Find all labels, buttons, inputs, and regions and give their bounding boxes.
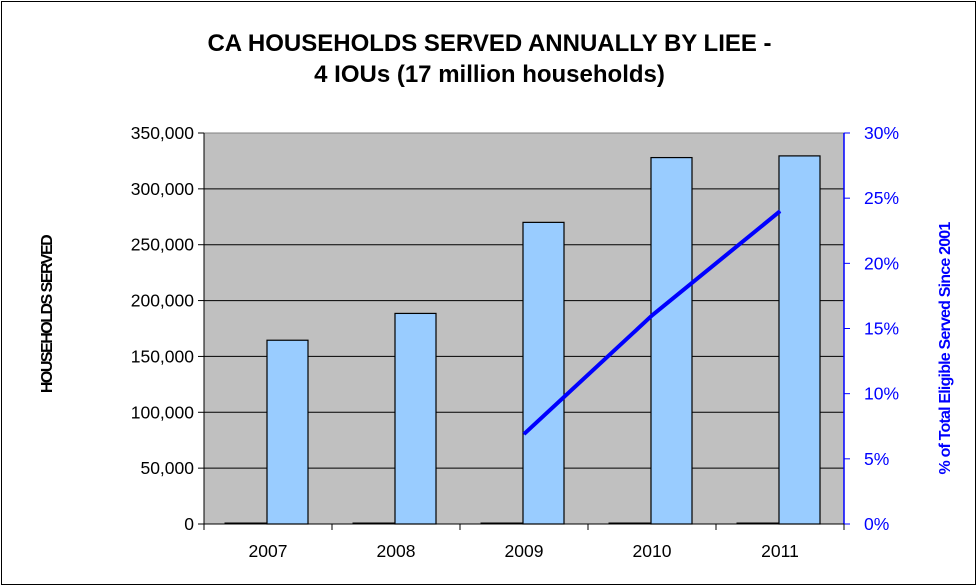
x-tick-label: 2009 [505, 541, 544, 561]
bar-series1 [224, 522, 267, 525]
bar-households [266, 339, 309, 525]
y-tick-label: 0 [184, 514, 194, 534]
x-tick-label: 2011 [761, 541, 799, 561]
x-tick-label: 2010 [633, 541, 672, 561]
y-tick-label: 350,000 [131, 123, 195, 143]
y-tick-label: 200,000 [131, 291, 195, 311]
y-tick-label: 300,000 [131, 179, 195, 199]
y-tick-label: 250,000 [131, 235, 195, 255]
y-tick-label: 100,000 [131, 402, 195, 422]
chart-title: CA HOUSEHOLDS SERVED ANNUALLY BY LIEE - [207, 30, 772, 57]
x-tick-label: 2007 [249, 541, 288, 561]
y-right-tick-label: 5% [864, 449, 889, 469]
chart-subtitle: 4 IOUs (17 million households) [314, 61, 665, 88]
bar-households [650, 156, 693, 525]
y-right-tick-label: 30% [864, 123, 899, 143]
bar-households [778, 155, 821, 525]
y-axis-label: HOUSEHOLDS SERVED [39, 235, 56, 393]
y-right-axis-label: % of Total Eligible Served Since 2001 [937, 222, 954, 475]
bar-series1 [608, 522, 651, 525]
y-right-tick-label: 20% [864, 253, 899, 273]
bar-series1 [480, 522, 523, 525]
bar-households [522, 221, 565, 525]
y-tick-label: 150,000 [131, 346, 195, 366]
bar-households [394, 312, 437, 525]
bar-series1 [736, 522, 779, 525]
line-point [523, 433, 525, 435]
bar-series1 [352, 522, 395, 525]
line-point [779, 210, 781, 212]
y-right-tick-label: 25% [864, 188, 899, 208]
y-right-tick-label: 10% [864, 384, 899, 404]
y-right-tick-label: 0% [864, 514, 889, 534]
y-right-tick-label: 15% [864, 319, 899, 339]
y-tick-label: 50,000 [140, 458, 194, 478]
line-point [651, 314, 653, 316]
x-tick-label: 2008 [377, 541, 416, 561]
